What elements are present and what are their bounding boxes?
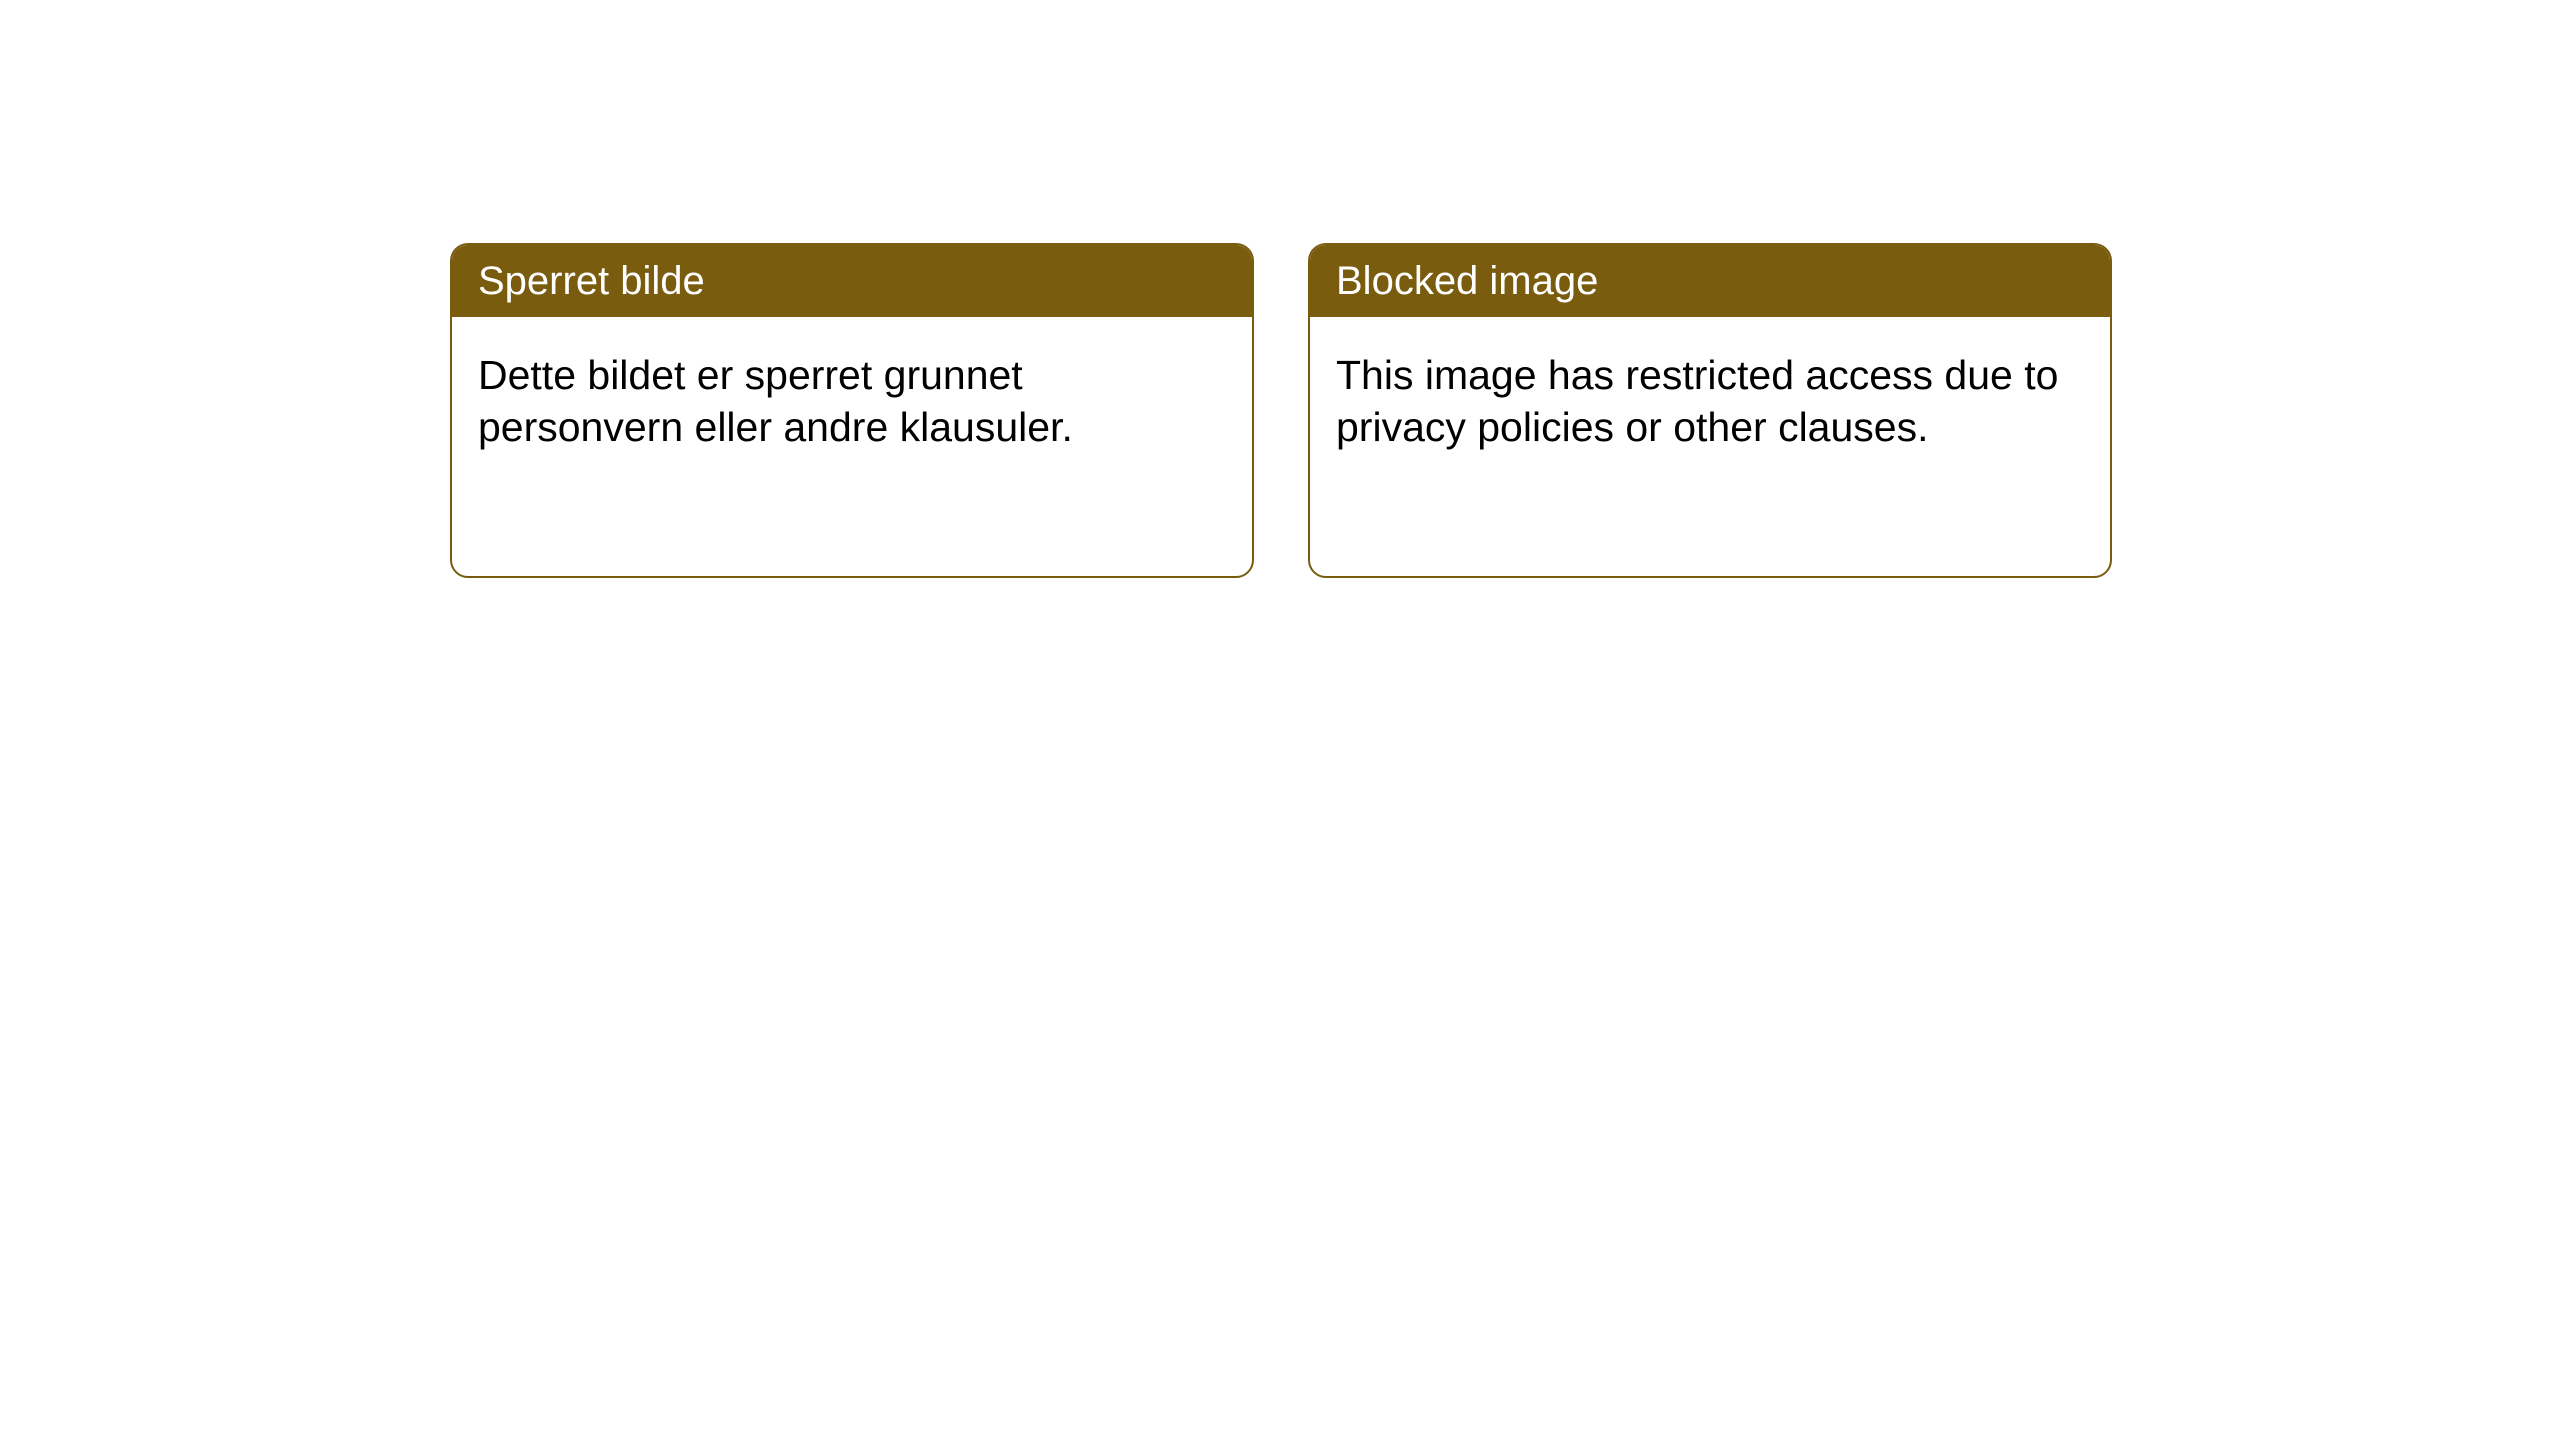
- notice-body-text: Dette bildet er sperret grunnet personve…: [478, 352, 1073, 450]
- notice-body: This image has restricted access due to …: [1310, 317, 2110, 486]
- notice-container: Sperret bilde Dette bildet er sperret gr…: [450, 243, 2112, 578]
- notice-body-text: This image has restricted access due to …: [1336, 352, 2058, 450]
- notice-header: Blocked image: [1310, 245, 2110, 317]
- notice-box-english: Blocked image This image has restricted …: [1308, 243, 2112, 578]
- notice-title: Blocked image: [1336, 259, 1598, 303]
- notice-title: Sperret bilde: [478, 259, 705, 303]
- notice-header: Sperret bilde: [452, 245, 1252, 317]
- notice-body: Dette bildet er sperret grunnet personve…: [452, 317, 1252, 486]
- notice-box-norwegian: Sperret bilde Dette bildet er sperret gr…: [450, 243, 1254, 578]
